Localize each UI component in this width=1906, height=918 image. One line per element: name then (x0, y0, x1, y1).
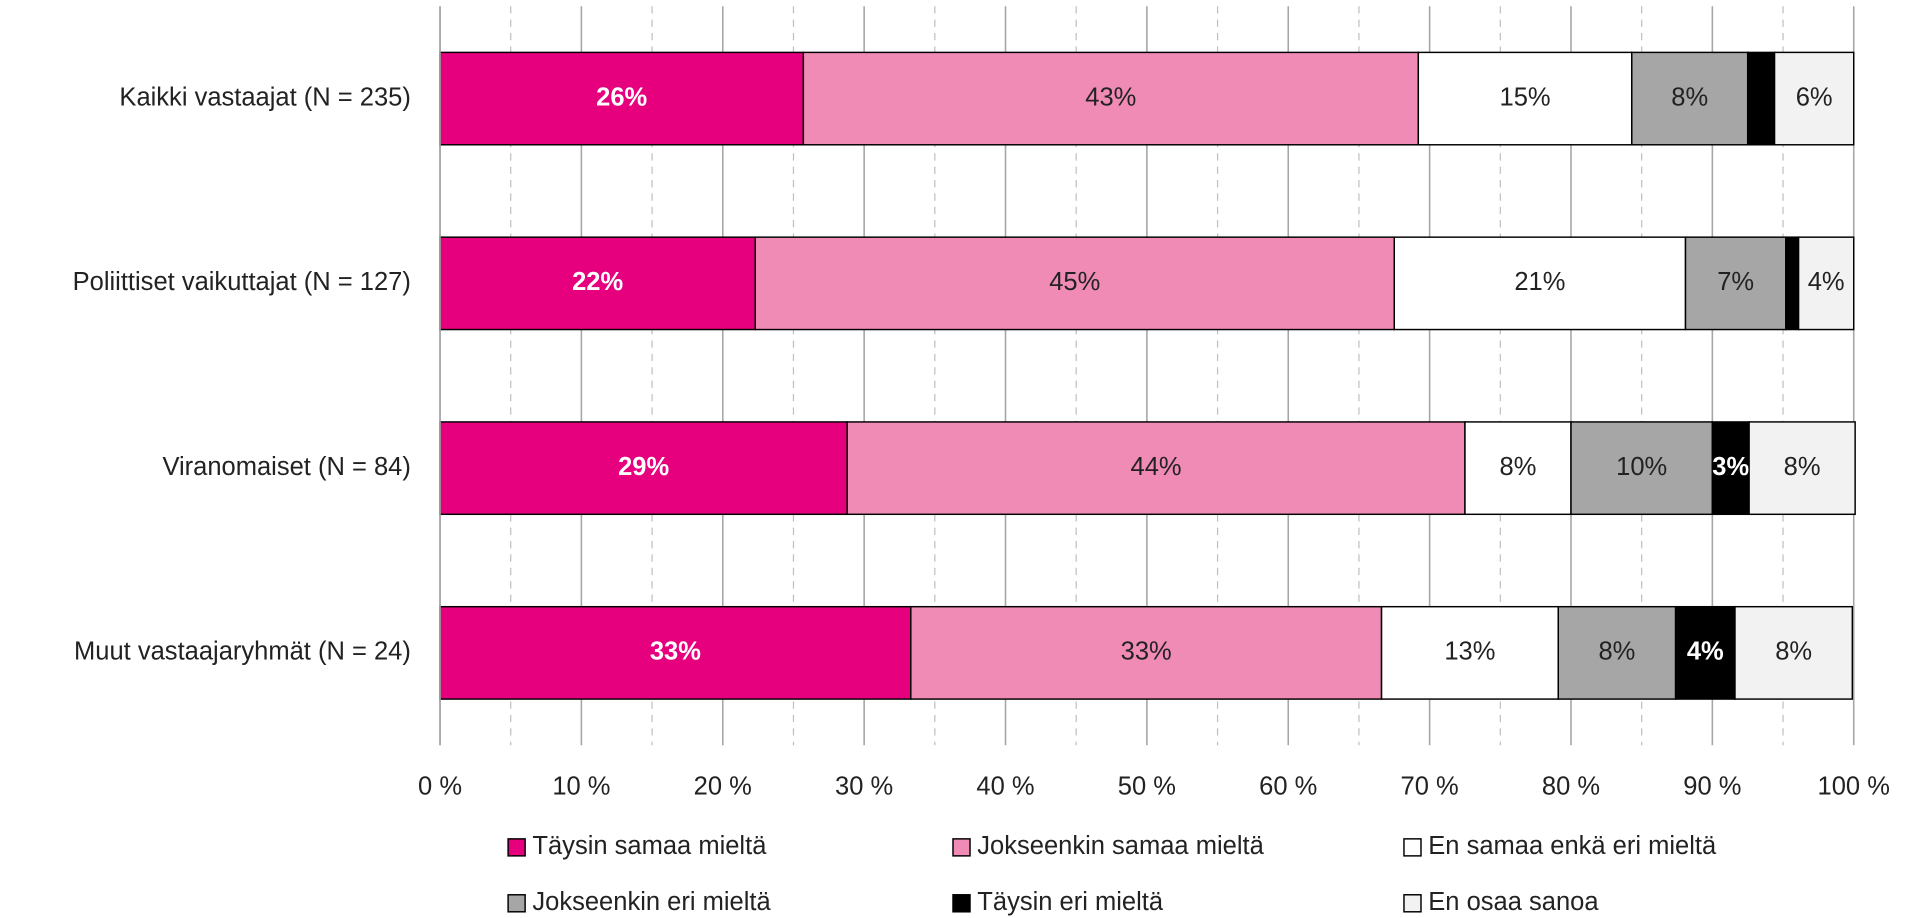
bar-segment (846, 421, 1466, 516)
data-label: 8% (1671, 83, 1708, 111)
x-tick-label: 100 % (1818, 773, 1890, 801)
legend-swatch (952, 838, 971, 857)
x-tick-label: 0 % (418, 773, 462, 801)
data-label: 22% (572, 268, 623, 296)
bar-segment (754, 236, 1396, 331)
data-label: 8% (1784, 453, 1821, 481)
bar-segment (1417, 51, 1633, 146)
bar-segment (1734, 605, 1854, 700)
data-label: 33% (1121, 638, 1172, 666)
data-label: 45% (1049, 268, 1100, 296)
bar-segment (1773, 51, 1855, 146)
x-tick-label: 60 % (1259, 773, 1317, 801)
data-label: 15% (1500, 83, 1551, 111)
data-label: 6% (1796, 83, 1833, 111)
bar-segment (1631, 51, 1749, 146)
data-label: 43% (1085, 83, 1136, 111)
category-label: Viranomaiset (N = 84) (162, 453, 410, 481)
bar-segment (1711, 421, 1750, 516)
category-label: Kaikki vastaajat (N = 235) (119, 83, 410, 111)
bar-segment (1380, 605, 1559, 700)
bar-segment (1797, 236, 1855, 331)
x-tick-label: 90 % (1683, 773, 1741, 801)
bar-segment (439, 605, 912, 700)
data-label: 4% (1687, 638, 1724, 666)
bar-segment (1464, 421, 1572, 516)
data-label: 21% (1514, 268, 1565, 296)
data-label: 13% (1444, 638, 1495, 666)
bar-segment (1393, 236, 1687, 331)
data-label: 29% (618, 453, 669, 481)
data-label: 26% (596, 83, 647, 111)
x-tick-label: 20 % (694, 773, 752, 801)
x-tick-label: 40 % (976, 773, 1034, 801)
bar-segment (439, 236, 757, 331)
legend-label: En osaa sanoa (1428, 888, 1599, 916)
data-label: 8% (1775, 638, 1812, 666)
legend-swatch (952, 894, 971, 913)
x-tick-label: 50 % (1118, 773, 1176, 801)
category-label: Muut vastaajaryhmät (N = 24) (74, 638, 411, 666)
legend-swatch (507, 838, 526, 857)
x-tick-label: 30 % (835, 773, 893, 801)
bar-segment (910, 605, 1383, 700)
bar-segment (802, 51, 1420, 146)
bar-segment (1684, 236, 1787, 331)
data-label: 4% (1808, 268, 1845, 296)
legend-label: Jokseenkin eri mieltä (532, 888, 771, 916)
x-tick-label: 70 % (1401, 773, 1459, 801)
bar-segment (1785, 236, 1800, 331)
legend-swatch (507, 894, 526, 913)
legend-label: En samaa enkä eri mieltä (1428, 832, 1717, 860)
x-tick-label: 10 % (552, 773, 610, 801)
bar-segment (1746, 51, 1776, 146)
x-tick-label: 80 % (1542, 773, 1600, 801)
data-label: 3% (1712, 453, 1749, 481)
data-label: 33% (650, 638, 701, 666)
bar-segment (1748, 421, 1856, 516)
legend-swatch (1403, 894, 1422, 913)
data-label: 7% (1717, 268, 1754, 296)
legend-swatch (1403, 838, 1422, 857)
bar-segment (1570, 421, 1714, 516)
bar-segment (439, 51, 805, 146)
bar-segment (1557, 605, 1677, 700)
legend-label: Jokseenkin samaa mieltä (977, 832, 1264, 860)
bar-segment (439, 421, 848, 516)
data-label: 8% (1500, 453, 1537, 481)
legend-label: Täysin eri mieltä (977, 888, 1164, 916)
data-label: 44% (1131, 453, 1182, 481)
data-label: 10% (1616, 453, 1667, 481)
category-label: Poliittiset vaikuttajat (N = 127) (73, 268, 411, 296)
data-label: 8% (1598, 638, 1635, 666)
legend-label: Täysin samaa mieltä (532, 832, 767, 860)
